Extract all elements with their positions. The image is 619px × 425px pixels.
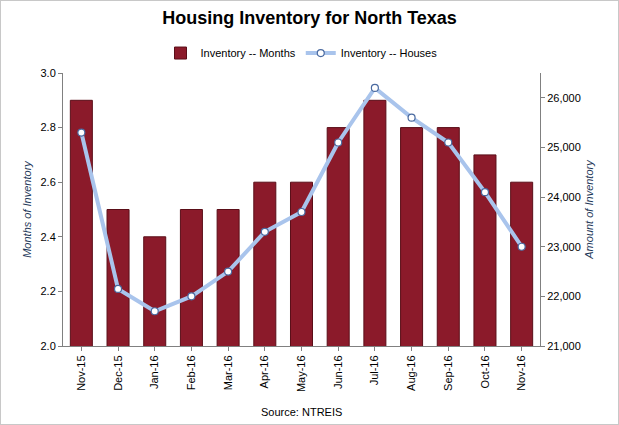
svg-text:Dec-15: Dec-15 — [112, 355, 124, 390]
svg-text:21,000: 21,000 — [547, 340, 581, 352]
svg-text:Aug-16: Aug-16 — [405, 355, 417, 390]
svg-text:Nov-16: Nov-16 — [515, 355, 527, 390]
svg-text:Sep-16: Sep-16 — [442, 355, 454, 390]
svg-text:Source: NTREIS: Source: NTREIS — [261, 406, 342, 418]
svg-text:Inventory -- Houses: Inventory -- Houses — [341, 47, 437, 59]
svg-text:Jul-16: Jul-16 — [368, 355, 380, 385]
svg-text:Housing Inventory for North Te: Housing Inventory for North Texas — [162, 8, 457, 28]
svg-text:May-16: May-16 — [295, 355, 307, 392]
svg-text:2.8: 2.8 — [41, 121, 56, 133]
svg-text:Oct-16: Oct-16 — [479, 355, 491, 388]
svg-text:23,000: 23,000 — [547, 241, 581, 253]
svg-text:25,000: 25,000 — [547, 141, 581, 153]
svg-text:2.4: 2.4 — [41, 231, 56, 243]
svg-text:Apr-16: Apr-16 — [258, 355, 270, 388]
svg-text:2.2: 2.2 — [41, 285, 56, 297]
svg-text:Months of Inventory: Months of Inventory — [21, 160, 33, 258]
svg-text:Inventory -- Months: Inventory -- Months — [201, 47, 296, 59]
svg-text:Amount of Inventory: Amount of Inventory — [583, 159, 595, 260]
svg-text:24,000: 24,000 — [547, 191, 581, 203]
svg-text:Jun-16: Jun-16 — [332, 355, 344, 389]
svg-text:26,000: 26,000 — [547, 92, 581, 104]
svg-text:Feb-16: Feb-16 — [185, 355, 197, 390]
svg-text:3.0: 3.0 — [41, 67, 56, 79]
svg-text:2.0: 2.0 — [41, 340, 56, 352]
svg-text:Mar-16: Mar-16 — [222, 355, 234, 390]
svg-text:22,000: 22,000 — [547, 290, 581, 302]
svg-text:Jan-16: Jan-16 — [148, 355, 160, 389]
svg-text:Nov-15: Nov-15 — [75, 355, 87, 390]
svg-text:2.6: 2.6 — [41, 176, 56, 188]
